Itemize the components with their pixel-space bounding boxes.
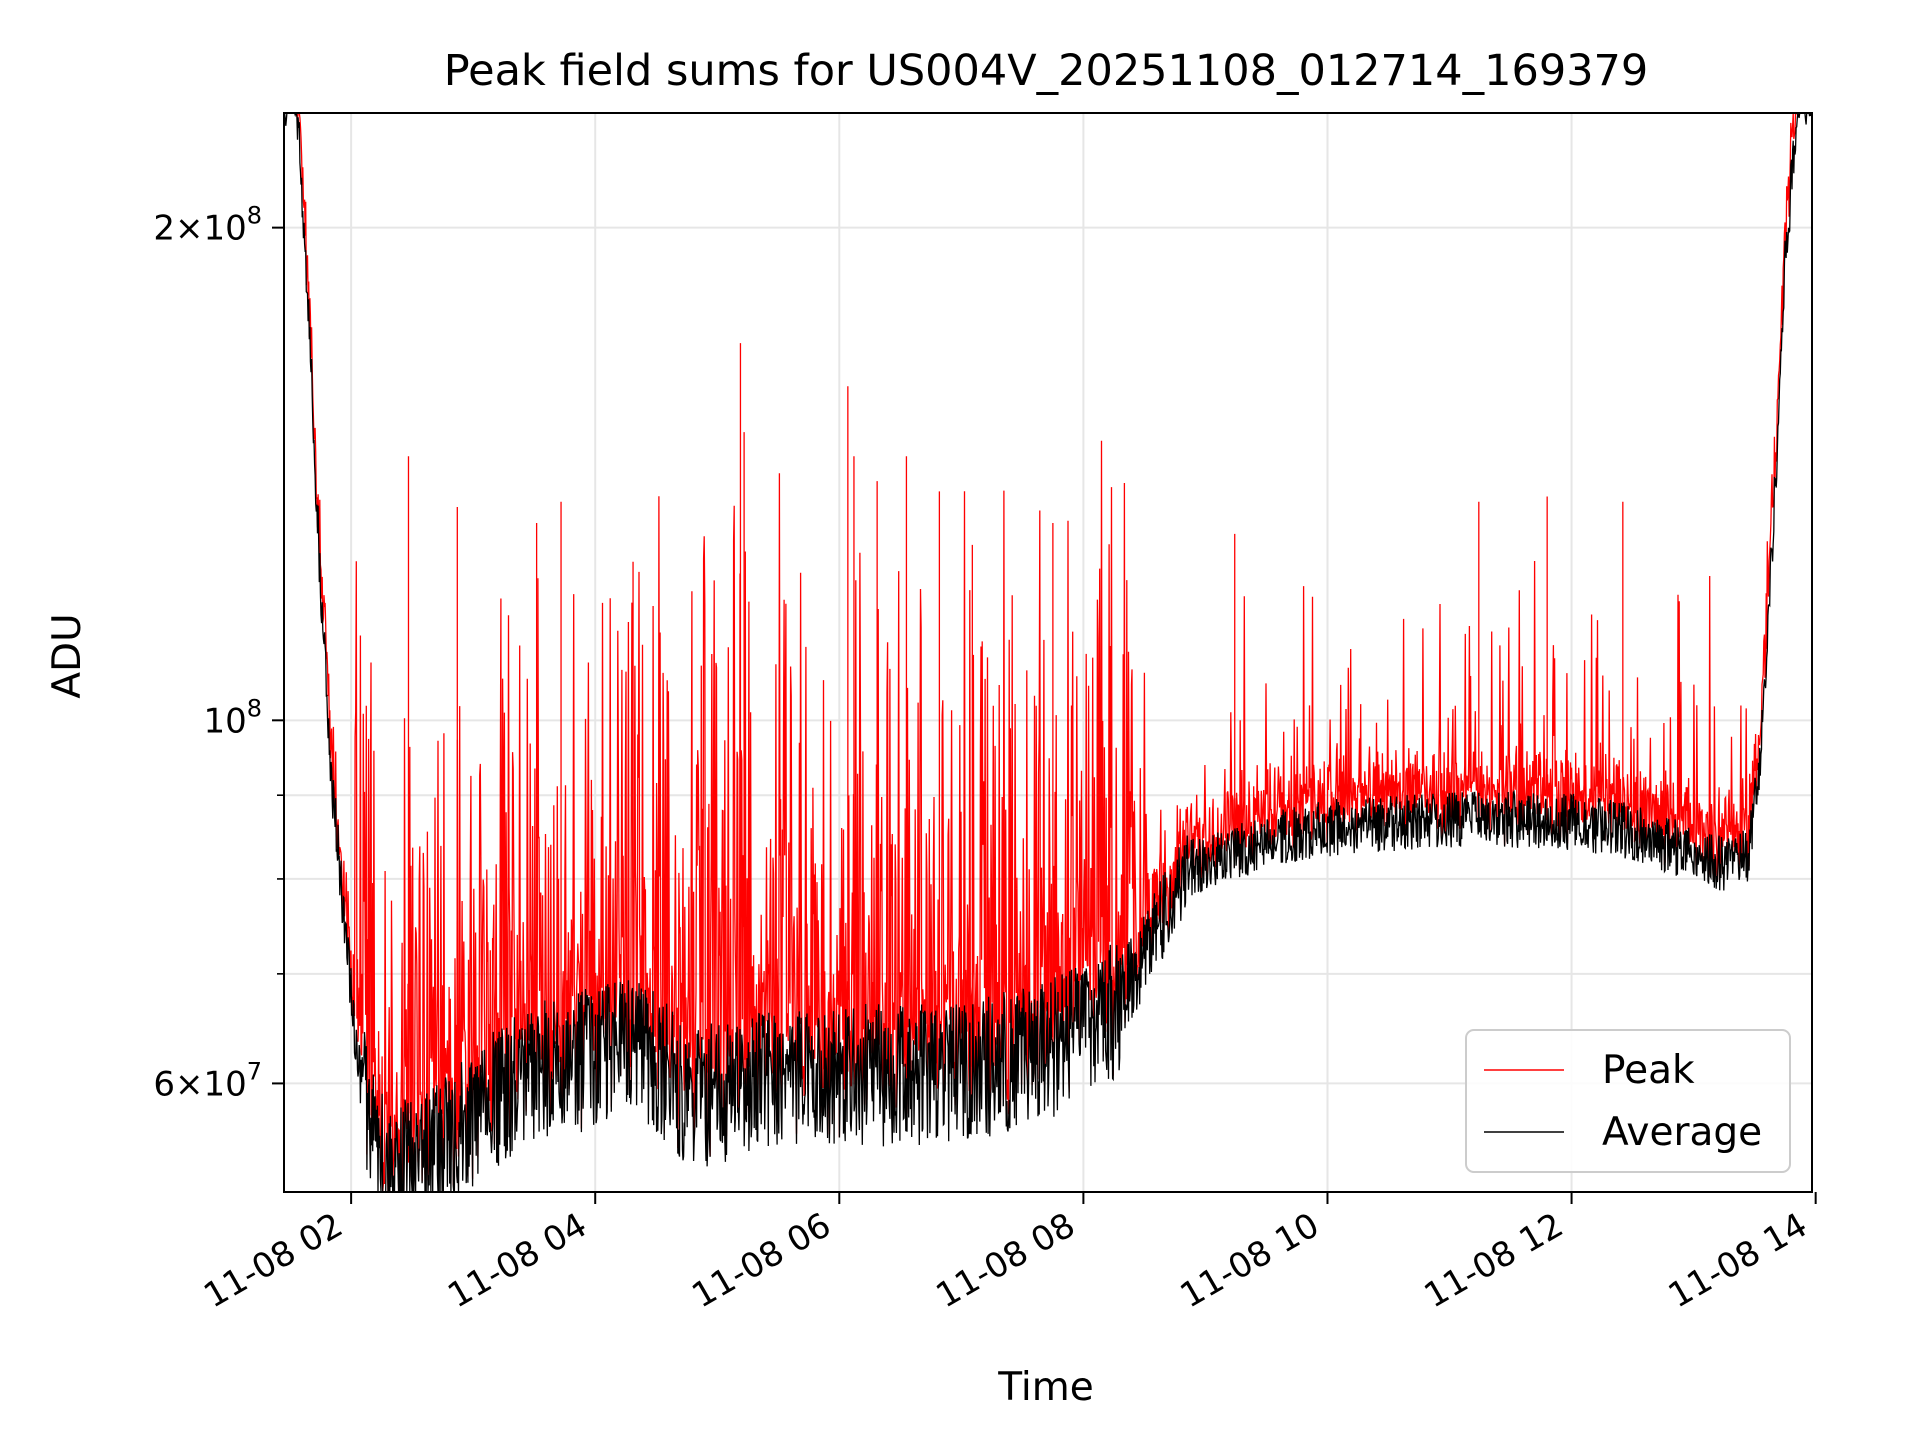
- series-layer: [284, 113, 1812, 1192]
- plot-frame: [283, 112, 1813, 1193]
- chart-title: Peak field sums for US004V_20251108_0127…: [444, 46, 1649, 96]
- legend: Peak Average: [1465, 1029, 1791, 1173]
- legend-peak-label: Peak: [1602, 1048, 1695, 1093]
- y-tick-label: 6×107: [153, 1057, 262, 1104]
- y-axis-label: ADU: [45, 613, 90, 698]
- x-axis-label: Time: [997, 1365, 1093, 1410]
- legend-average-label: Average: [1602, 1110, 1762, 1155]
- y-tick-label: 2×108: [153, 202, 262, 249]
- y-tick-label: 108: [203, 694, 262, 741]
- legend-box: [1465, 1029, 1791, 1173]
- series-line-average: [284, 113, 1812, 1192]
